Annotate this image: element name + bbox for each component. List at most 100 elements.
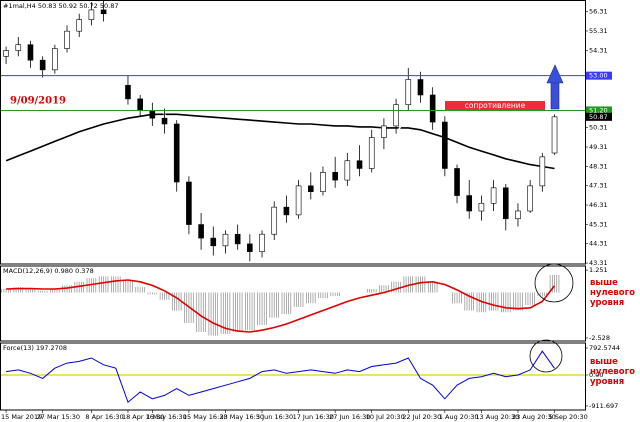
candle-body (490, 187, 497, 204)
candle-body (76, 19, 83, 32)
x-tick-label: 8 Apr 16:30 (85, 413, 123, 421)
level-label: 53.00 (589, 72, 608, 80)
candle-body (307, 185, 314, 192)
candle-body (429, 94, 436, 123)
annotation: выше нулевого уровня (590, 278, 635, 308)
highlight-circle (529, 339, 563, 373)
x-tick-label: 5 Jun 16:30 (256, 413, 293, 421)
price-panel (0, 0, 585, 262)
x-tick-label: 10 Jul 20:30 (366, 413, 405, 421)
y-tick-label: 44.31 (589, 240, 608, 248)
panel-border (0, 342, 586, 411)
y-tick-label: -911.697 (589, 402, 618, 410)
y-tick-label: 54.31 (589, 46, 608, 54)
candle-body (539, 156, 546, 187)
x-tick-label: 23 May 16:30 (219, 413, 264, 421)
up-arrow (546, 64, 564, 110)
candle-body (466, 195, 473, 212)
resistance-label: сопротивление (465, 101, 526, 110)
arrow-shaft (550, 81, 560, 110)
candle-body (198, 224, 204, 239)
indicator-title: MACD(12,26,9) 0.980 0.378 (3, 267, 94, 275)
x-tick-label: 18 Apr 16:30 (122, 413, 164, 421)
candle-body (234, 233, 241, 245)
fast-ma (30, 0, 555, 261)
y-tick-label: 46.31 (589, 201, 608, 209)
candle-body (442, 121, 448, 169)
candle-body (52, 48, 58, 71)
x-tick-label: 15 May 16:30 (183, 413, 228, 421)
x-tick-label: 23 Aug 20:30 (512, 413, 556, 421)
arrow-head (546, 64, 564, 84)
x-tick-label: 5 Sep 20:30 (549, 413, 588, 421)
panel-border (0, 265, 586, 342)
x-tick-label: 1 Aug 20:30 (439, 413, 479, 421)
signal-line (6, 279, 556, 333)
candle-body (515, 210, 521, 220)
y-tick-label: 55.31 (589, 27, 608, 35)
highlight-circle (534, 263, 574, 303)
x-tick-label: 22 Jul 20:30 (402, 413, 441, 421)
y-tick-label: 50.31 (589, 124, 608, 132)
x-tick-label: 27 Mar 15:30 (37, 413, 80, 421)
candle-body (368, 137, 375, 169)
y-tick-label: 45.31 (589, 220, 608, 228)
panel-border (0, 0, 586, 265)
level-tag (586, 71, 612, 80)
x-tick-label: 27 Jun 16:30 (329, 413, 370, 421)
price-label: 50.87 (589, 113, 608, 121)
candle-body (186, 181, 192, 225)
candle-body (271, 206, 278, 235)
candle-body (39, 59, 46, 71)
candle-body (295, 185, 302, 216)
indicator-title: Force(13) 197.2708 (3, 344, 67, 352)
candle-body (64, 30, 70, 49)
candle-body (161, 117, 168, 125)
y-tick-label: 49.31 (589, 143, 608, 151)
frame (0, 0, 586, 411)
candle-body (356, 160, 363, 169)
candle-body (381, 125, 387, 138)
x-tick-label: 13 Aug 20:30 (475, 413, 519, 421)
x-tick-label: 15 Mar 2019 (1, 413, 42, 421)
candle-body (173, 123, 180, 183)
candle-body (344, 160, 351, 181)
y-tick-label: 48.31 (589, 162, 608, 170)
x-tick-label: 1 May 16:30 (146, 413, 186, 421)
candle-body (320, 172, 326, 192)
x-tick-label: 17 Jun 16:30 (293, 413, 334, 421)
y-tick-label: 0.00 (589, 371, 603, 379)
candle-body (247, 243, 253, 252)
candle-body (393, 104, 399, 127)
level-label: 51.20 (589, 106, 608, 114)
candle-body (478, 202, 485, 212)
candle-body (454, 168, 460, 196)
candle-body (417, 79, 424, 96)
candle-body (88, 9, 95, 20)
candle-body (210, 237, 217, 247)
y-tick-label: 43.31 (589, 259, 608, 267)
y-tick-label: -2.528 (589, 334, 610, 342)
y-tick-label: 792.5744 (589, 344, 620, 352)
price-tag (586, 112, 612, 121)
candle-body (137, 98, 143, 111)
date-annotation: 9/09/2019 (10, 96, 66, 107)
force-line (6, 350, 555, 404)
y-tick-label: 56.31 (589, 8, 608, 16)
candle-body (551, 116, 558, 154)
y-tick-label: 47.31 (589, 182, 608, 190)
candle-body (259, 233, 265, 252)
candle-body (3, 50, 9, 57)
candle-body (15, 44, 22, 51)
force-panel (0, 350, 585, 404)
candle-body (222, 233, 229, 247)
y-tick-label: 1.251 (589, 266, 608, 274)
macd-panel (1, 274, 560, 336)
annotation: выше нулевого уровня (590, 357, 635, 387)
candle-body (332, 172, 338, 181)
candle-body (502, 187, 509, 220)
resistance-box (445, 101, 545, 110)
candle-body (149, 110, 156, 119)
